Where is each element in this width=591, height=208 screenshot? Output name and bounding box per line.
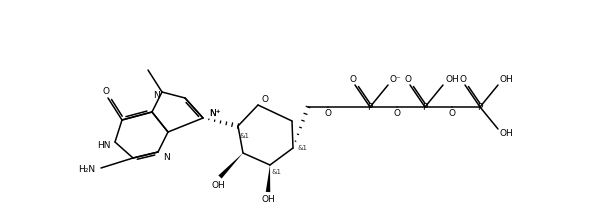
Text: O⁻: O⁻ bbox=[390, 74, 402, 83]
Text: OH: OH bbox=[211, 181, 225, 189]
Text: N: N bbox=[163, 152, 170, 161]
Text: OH: OH bbox=[261, 196, 275, 204]
Text: OH: OH bbox=[500, 129, 514, 137]
Text: O: O bbox=[349, 74, 356, 83]
Text: O: O bbox=[404, 74, 411, 83]
Text: O: O bbox=[449, 109, 456, 118]
Text: P: P bbox=[478, 103, 483, 111]
Polygon shape bbox=[266, 165, 270, 192]
Text: O: O bbox=[324, 109, 332, 118]
Text: &1: &1 bbox=[240, 133, 250, 139]
Text: O: O bbox=[459, 74, 466, 83]
Text: P: P bbox=[423, 103, 428, 111]
Polygon shape bbox=[219, 153, 243, 178]
Text: &1: &1 bbox=[298, 145, 308, 151]
Text: OH: OH bbox=[445, 74, 459, 83]
Text: O: O bbox=[394, 109, 401, 118]
Text: O: O bbox=[102, 88, 109, 97]
Text: N⁺: N⁺ bbox=[209, 109, 220, 119]
Text: H₂N: H₂N bbox=[78, 166, 95, 175]
Text: N⁺: N⁺ bbox=[209, 109, 220, 119]
Text: N: N bbox=[153, 92, 160, 100]
Text: OH: OH bbox=[500, 74, 514, 83]
Text: HN: HN bbox=[98, 140, 111, 150]
Text: &1: &1 bbox=[272, 169, 282, 175]
Text: O: O bbox=[262, 95, 269, 104]
Text: P: P bbox=[368, 103, 373, 111]
